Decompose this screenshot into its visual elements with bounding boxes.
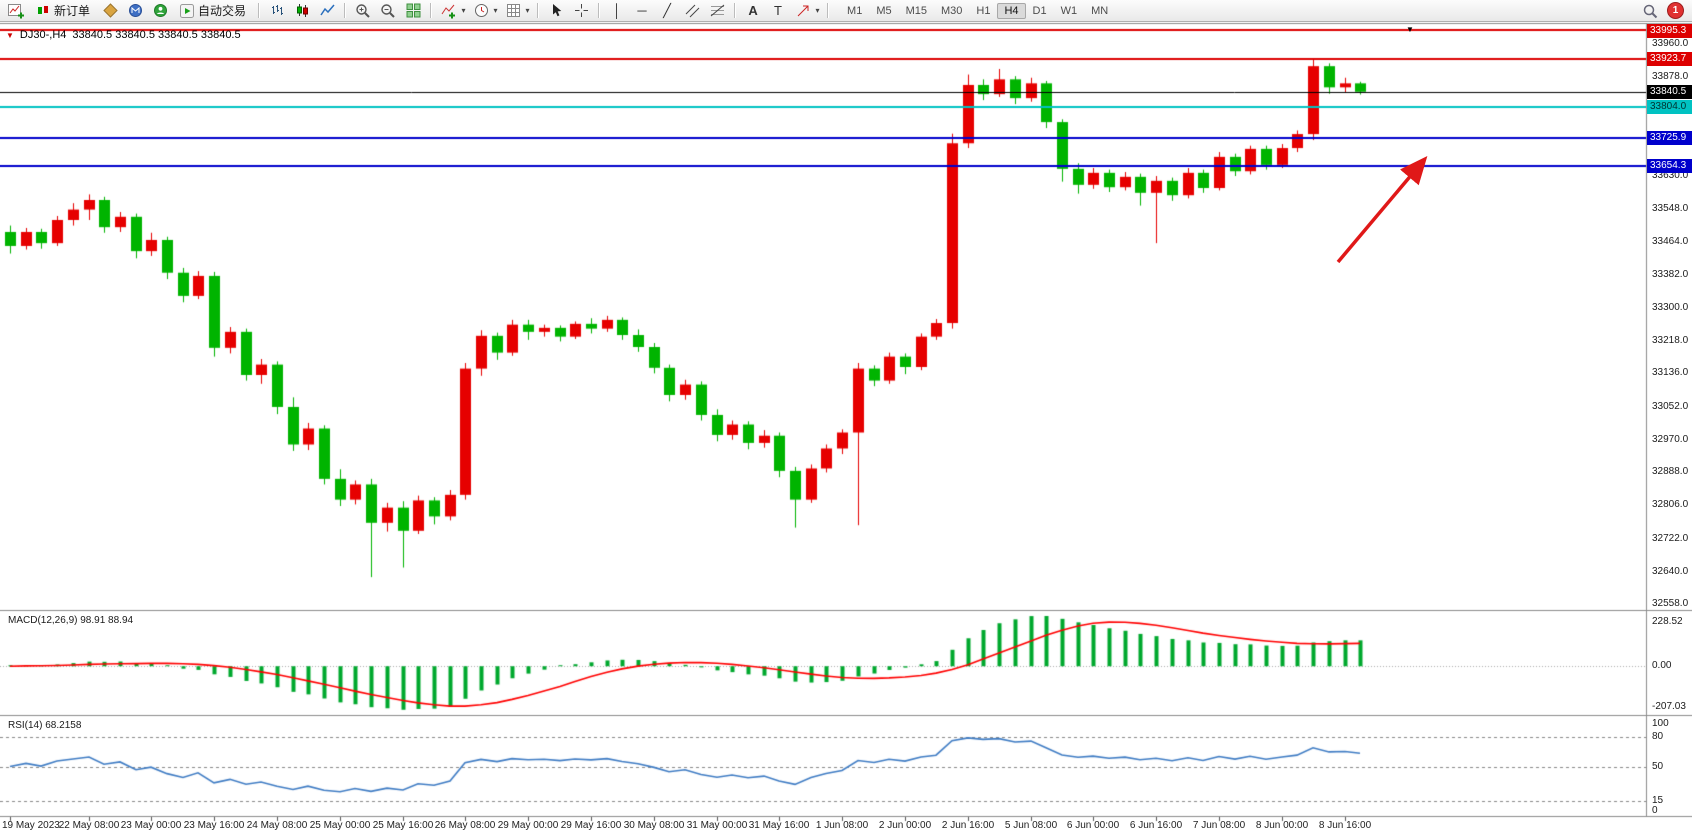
chart-symbol-period: DJ30-,H4 xyxy=(19,29,67,41)
order-candles-icon xyxy=(38,5,48,14)
cursor-icon xyxy=(552,4,561,17)
toolbar-separator xyxy=(344,3,347,18)
label-button[interactable]: T xyxy=(774,2,782,18)
trendline-button[interactable]: ╱ xyxy=(663,2,671,18)
notification-badge[interactable]: 1 xyxy=(1667,2,1684,19)
templates-dropdown[interactable]: ▾ xyxy=(525,6,530,15)
timeframe-button-mn[interactable]: MN xyxy=(1091,4,1109,17)
autotrading-button[interactable]: 自动交易 xyxy=(173,1,253,21)
periods-dropdown[interactable]: ▾ xyxy=(493,6,498,15)
tile-windows-button[interactable] xyxy=(401,1,425,21)
market-watch-button[interactable] xyxy=(123,1,147,21)
toolbar-separator xyxy=(827,3,830,18)
community-button[interactable] xyxy=(148,1,172,21)
zoom-in-icon xyxy=(356,3,370,18)
metaeditor-button[interactable] xyxy=(98,1,122,21)
new-chart-button[interactable] xyxy=(4,1,28,21)
candlestick-chart-type-button[interactable] xyxy=(290,1,314,21)
new-chart-icon xyxy=(8,3,24,18)
rsi-indicator-label: RSI(14) 68.2158 xyxy=(8,720,82,731)
templates-button[interactable] xyxy=(501,1,525,21)
candlestick-chart-icon xyxy=(296,4,308,17)
horizontal-line-button[interactable]: ─ xyxy=(637,2,647,18)
new-order-button[interactable]: 新订单 xyxy=(29,1,97,21)
toolbar-separator xyxy=(734,3,737,18)
clock-icon xyxy=(474,4,488,17)
autotrading-label: 自动交易 xyxy=(198,4,247,18)
one-click-trading-toggle[interactable]: ▼ xyxy=(6,30,14,40)
crosshair-icon xyxy=(574,4,588,17)
autotrading-play-icon xyxy=(180,3,195,18)
line-chart-icon xyxy=(319,4,335,16)
metaeditor-icon xyxy=(102,3,118,18)
arrows-button[interactable] xyxy=(791,1,815,21)
toolbar: 新订单 自动交易 ▾ ▾ ▾ │ ─ ╱ A T ▾ M1 M5 M15 M30 H1 H… xyxy=(0,0,1692,22)
toolbar-separator xyxy=(537,3,540,18)
fibonacci-icon xyxy=(710,4,724,17)
zoom-out-icon xyxy=(381,3,395,18)
periods-button[interactable] xyxy=(469,1,493,21)
timeframe-button-m30[interactable]: M30 xyxy=(941,4,963,17)
toolbar-separator xyxy=(430,3,433,18)
timeframe-button-h4[interactable]: H4 xyxy=(997,2,1026,19)
timeframe-button-w1[interactable]: W1 xyxy=(1060,4,1078,17)
timeframe-button-d1[interactable]: D1 xyxy=(1032,4,1047,17)
zoom-in-button[interactable] xyxy=(351,1,375,21)
search-icon xyxy=(1643,4,1658,18)
channel-icon xyxy=(685,4,699,18)
timeframe-button-m5[interactable]: M5 xyxy=(876,4,892,17)
toolbar-separator xyxy=(598,3,601,18)
toolbar-separator xyxy=(258,3,261,18)
chart-ohlc: 33840.5 33840.5 33840.5 33840.5 xyxy=(72,29,241,41)
search-button[interactable] xyxy=(1638,1,1662,21)
indicators-button[interactable] xyxy=(437,1,461,21)
arrows-dropdown[interactable]: ▾ xyxy=(815,6,820,15)
indicators-dropdown[interactable]: ▾ xyxy=(461,6,466,15)
chart-shift-marker[interactable]: ▼ xyxy=(1406,25,1414,34)
new-order-label: 新订单 xyxy=(54,4,91,18)
bar-chart-icon xyxy=(271,5,283,15)
fibonacci-button[interactable] xyxy=(705,1,729,21)
cursor-button[interactable] xyxy=(544,1,568,21)
timeframe-button-m15[interactable]: M15 xyxy=(905,4,927,17)
trend-arrow-annotation[interactable] xyxy=(1320,140,1450,280)
bar-chart-type-button[interactable] xyxy=(265,1,289,21)
tile-windows-icon xyxy=(406,3,421,18)
crosshair-button[interactable] xyxy=(569,1,593,21)
timeframe-button-h1[interactable]: H1 xyxy=(976,4,991,17)
arrow-tool-icon xyxy=(797,5,809,17)
timeframe-button-m1[interactable]: M1 xyxy=(847,4,863,17)
community-icon xyxy=(153,4,167,17)
line-chart-type-button[interactable] xyxy=(315,1,339,21)
channel-button[interactable] xyxy=(680,1,704,21)
timeframe-toolbar: M1 M5 M15 M30 H1 H4 D1 W1 MN xyxy=(840,2,1115,19)
market-watch-icon xyxy=(128,4,142,17)
macd-indicator-label: MACD(12,26,9) 98.91 88.94 xyxy=(8,615,134,626)
price-scale[interactable] xyxy=(1646,24,1692,816)
chart-title: ▼ DJ30-,H4 33840.5 33840.5 33840.5 33840… xyxy=(6,29,241,41)
template-grid-icon xyxy=(506,4,520,17)
text-button[interactable]: A xyxy=(748,2,758,18)
indicators-icon xyxy=(441,4,456,18)
zoom-out-button[interactable] xyxy=(376,1,400,21)
time-axis[interactable] xyxy=(0,817,1646,838)
vertical-line-button[interactable]: │ xyxy=(612,2,622,18)
